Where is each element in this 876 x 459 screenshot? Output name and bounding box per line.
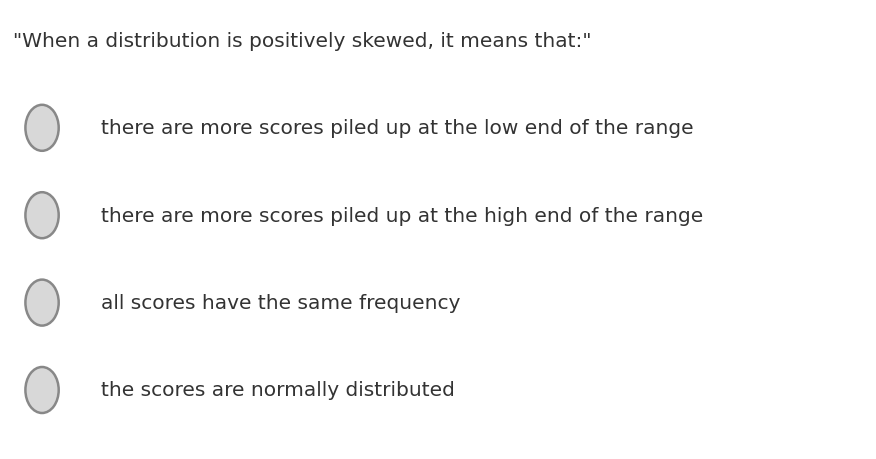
- Text: all scores have the same frequency: all scores have the same frequency: [101, 293, 460, 313]
- Text: there are more scores piled up at the high end of the range: there are more scores piled up at the hi…: [101, 206, 703, 225]
- Text: "When a distribution is positively skewed, it means that:": "When a distribution is positively skewe…: [13, 32, 591, 51]
- Ellipse shape: [25, 367, 59, 413]
- Ellipse shape: [25, 280, 59, 326]
- Text: there are more scores piled up at the low end of the range: there are more scores piled up at the lo…: [101, 119, 694, 138]
- Ellipse shape: [25, 106, 59, 151]
- Ellipse shape: [25, 193, 59, 239]
- Text: the scores are normally distributed: the scores are normally distributed: [101, 381, 455, 400]
